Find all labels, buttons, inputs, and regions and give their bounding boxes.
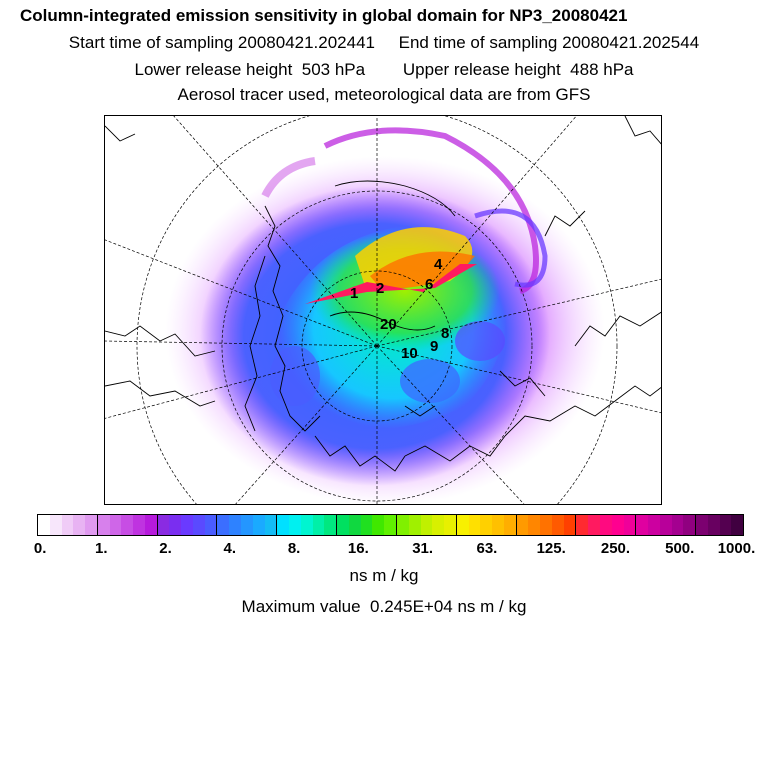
colorbar-segment — [551, 515, 564, 535]
colorbar-segment — [648, 515, 660, 535]
colorbar-segment — [719, 515, 732, 535]
colorbar-segment — [528, 515, 541, 535]
colorbar-segment — [133, 515, 145, 535]
colorbar-tick-labels: 0. 1. 2. 4. 8. 16. 31. 63. 125. 250. 500. 1000. — [0, 540, 768, 560]
colorbar-segment — [181, 515, 193, 535]
colorbar-segment — [576, 515, 589, 535]
colorbar-tick-label: 16. — [347, 540, 369, 557]
colorbar-segment — [456, 515, 469, 535]
colorbar-segment — [563, 515, 577, 535]
colorbar-segment — [492, 515, 504, 535]
colorbar-segment — [38, 515, 50, 535]
release-height-line: Lower release height 503 hPa Upper relea… — [134, 60, 634, 79]
colorbar-segment — [372, 515, 385, 535]
tracer-info-line: Aerosol tracer used, meteorological data… — [177, 85, 591, 104]
colorbar-segment — [204, 515, 218, 535]
colorbar-tick-label: 125. — [536, 540, 566, 557]
colorbar-segment — [611, 515, 624, 535]
colorbar-segment — [169, 515, 182, 535]
colorbar-segment — [468, 515, 481, 535]
colorbar-segment — [252, 515, 265, 535]
colorbar-tick-label: 63. — [476, 540, 498, 557]
colorbar-segment — [396, 515, 409, 535]
colorbar-segment — [61, 515, 74, 535]
release-marker: 6 — [425, 276, 433, 293]
colorbar-segment — [696, 515, 708, 535]
colorbar-segment — [671, 515, 684, 535]
colorbar-segment — [420, 515, 433, 535]
release-marker: 9 — [430, 338, 438, 355]
release-marker: 10 — [401, 345, 418, 362]
colorbar-segment — [289, 515, 301, 535]
release-marker: 2 — [376, 280, 384, 297]
colorbar-segment — [144, 515, 158, 535]
colorbar-segment — [300, 515, 313, 535]
colorbar-segment — [516, 515, 529, 535]
colorbar-segment — [324, 515, 338, 535]
release-labels: 1 2 4 6 8 9 10 20 — [350, 256, 449, 362]
map-canvas: 1 2 4 6 8 9 10 20 — [105, 116, 661, 504]
colorbar-tick-label: 31. — [412, 540, 434, 557]
colorbar-segment — [707, 515, 720, 535]
colorbar-segment — [408, 515, 421, 535]
colorbar-tick-label: 4. — [223, 540, 237, 557]
sensitivity-field — [165, 127, 605, 504]
colorbar-tick-label: 0. — [33, 540, 47, 557]
colorbar-segment — [121, 515, 134, 535]
colorbar-segment — [277, 515, 290, 535]
colorbar-segment — [480, 515, 493, 535]
colorbar-tick-label: 500. — [665, 540, 695, 557]
colorbar-segment — [432, 515, 445, 535]
colorbar-segment — [588, 515, 600, 535]
coastlines — [105, 116, 661, 472]
colorbar-segment — [623, 515, 637, 535]
release-marker: 1 — [350, 285, 358, 302]
colorbar-segment — [97, 515, 110, 535]
colorbar-segment — [337, 515, 349, 535]
colorbar-segment — [636, 515, 649, 535]
colorbar-segment — [731, 515, 744, 535]
colorbar-segment — [49, 515, 62, 535]
colorbar-segment — [348, 515, 361, 535]
release-marker: 4 — [434, 256, 443, 273]
colorbar-segment — [503, 515, 517, 535]
colorbar-segment — [109, 515, 122, 535]
colorbar-tick-label: 1. — [95, 540, 108, 557]
colorbar-segment — [85, 515, 98, 535]
colorbar-segment — [157, 515, 170, 535]
colorbar-tick-label: 1000. — [717, 540, 756, 557]
colorbar-tick-label: 2. — [159, 540, 172, 557]
release-marker: 8 — [441, 325, 449, 342]
plot-title: Column-integrated emission sensitivity i… — [20, 6, 628, 25]
sampling-time-line: Start time of sampling 20080421.202441 E… — [68, 33, 700, 52]
colorbar-segment — [229, 515, 242, 535]
colorbar-segment — [683, 515, 697, 535]
colorbar-segment — [312, 515, 325, 535]
colorbar-segment — [659, 515, 672, 535]
colorbar — [37, 514, 744, 536]
colorbar-segment — [264, 515, 278, 535]
colorbar-tick-label: 8. — [287, 540, 301, 557]
colorbar-segment — [73, 515, 86, 535]
colorbar-segment — [241, 515, 253, 535]
colorbar-segment — [384, 515, 397, 535]
colorbar-segment — [540, 515, 552, 535]
colorbar-unit-label: ns m / kg — [349, 566, 419, 585]
colorbar-segment — [360, 515, 373, 535]
sensitivity-map: 1 2 4 6 8 9 10 20 — [104, 115, 662, 505]
colorbar-segment — [599, 515, 612, 535]
release-marker: 20 — [380, 316, 397, 333]
graticule — [105, 116, 661, 504]
maximum-value-label: Maximum value 0.245E+04 ns m / kg — [241, 597, 527, 616]
colorbar-segment — [217, 515, 230, 535]
colorbar-tick-label: 250. — [600, 540, 631, 557]
colorbar-segment — [444, 515, 457, 535]
colorbar-segment — [192, 515, 205, 535]
